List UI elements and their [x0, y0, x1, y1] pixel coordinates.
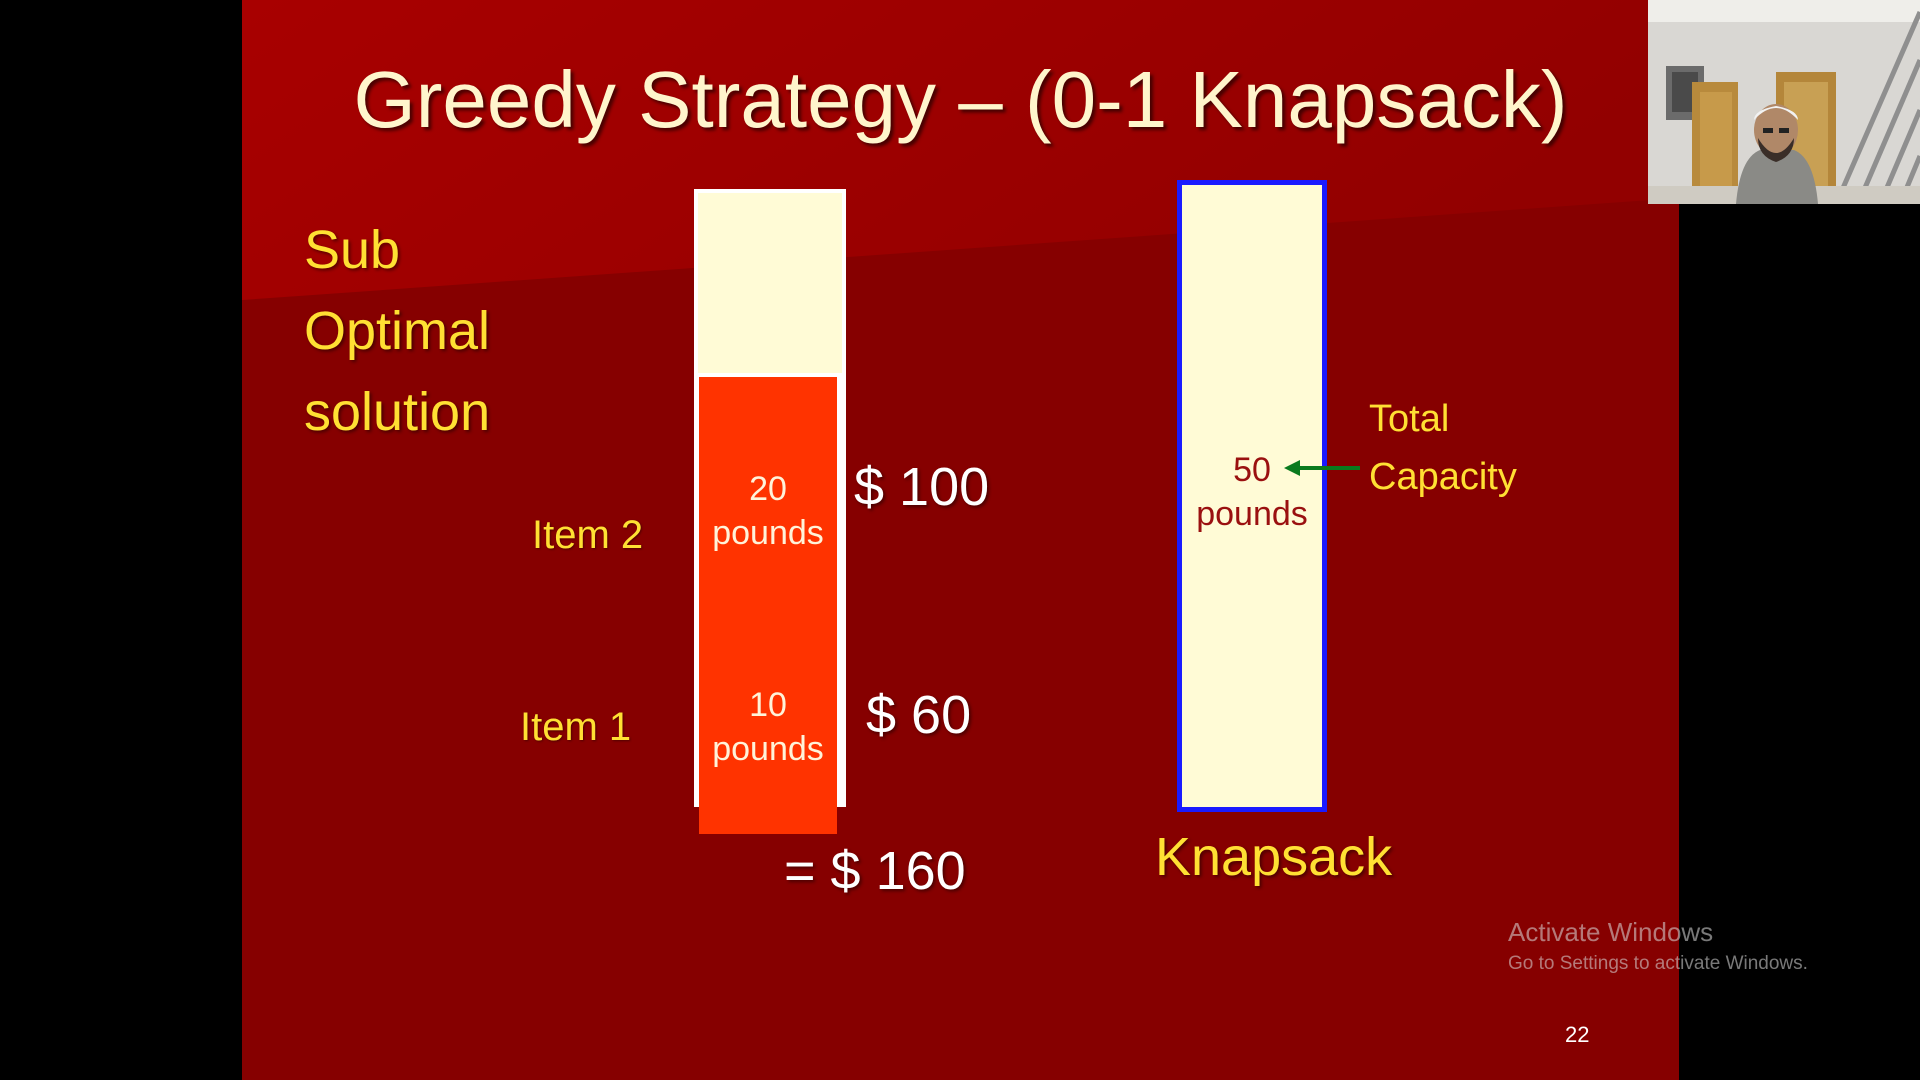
total-capacity-annotation: Total Capacity [1369, 390, 1517, 506]
item-1-block: 10 pounds [699, 652, 837, 801]
total-capacity-line2: Capacity [1369, 456, 1517, 498]
stack-empty-space [698, 193, 842, 373]
watermark-title: Activate Windows [1508, 917, 1714, 947]
watermark-subtitle: Go to Settings to activate Windows. [1508, 953, 1808, 974]
item-1-price: $ 60 [866, 685, 972, 745]
slide-title: Greedy Strategy – (0-1 Knapsack) [353, 55, 1568, 144]
webcam-scene [1648, 0, 1920, 204]
item-2-price: $ 100 [854, 457, 990, 517]
knapsack-capacity-unit: pounds [1196, 495, 1308, 533]
knapsack-capacity-value: 50 [1233, 451, 1271, 489]
item-2-label: Item 2 [532, 513, 644, 557]
knapsack-capacity: 50 pounds [1177, 448, 1327, 536]
item-1-weight: 10 [749, 685, 787, 724]
presentation-slide: Greedy Strategy – (0-1 Knapsack) Sub Opt… [242, 0, 1679, 1080]
total-value: = $ 160 [784, 841, 966, 901]
knapsack-label: Knapsack [1155, 827, 1393, 887]
item-2-block-inner: 20 pounds [699, 377, 837, 645]
total-capacity-line1: Total [1369, 398, 1450, 440]
knapsack-box [1177, 180, 1327, 812]
heading-line-sub: Sub [304, 220, 401, 280]
slide-background [242, 0, 1679, 1080]
webcam-video-feed[interactable] [1648, 0, 1920, 204]
arrow-left-icon [1284, 460, 1360, 476]
heading-line-optimal: Optimal [304, 301, 491, 361]
solution-heading: Sub Optimal solution [304, 210, 490, 453]
heading-line-solution: solution [304, 382, 491, 442]
slide-page-number: 22 [1565, 1022, 1590, 1047]
activate-windows-watermark: Activate Windows Go to Settings to activ… [1508, 915, 1808, 979]
item-1-unit: pounds [712, 729, 824, 768]
item-2-unit: pounds [712, 514, 824, 552]
item-2-weight: 20 [749, 470, 787, 508]
item-1-label: Item 1 [520, 705, 632, 749]
